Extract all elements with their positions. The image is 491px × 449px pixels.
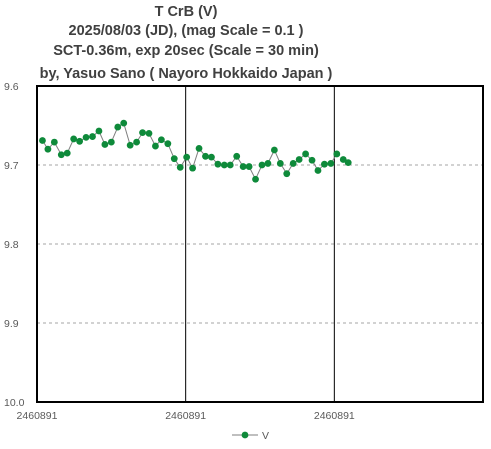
data-point [126, 141, 134, 149]
data-point [314, 167, 322, 174]
data-point [82, 133, 90, 141]
data-point [120, 119, 128, 127]
data-point [202, 152, 209, 160]
chart-title-line-2: 2025/08/03 (JD), (mag Scale = 0.1 ) [68, 23, 304, 39]
y-tick-label: 9.7 [4, 160, 19, 172]
data-point [170, 155, 178, 163]
data-point [270, 146, 278, 154]
data-point [39, 137, 46, 144]
x-tick-label: 2460891 [165, 410, 206, 422]
data-point [176, 163, 184, 171]
data-point [89, 133, 96, 140]
chart-title-line-4: by, Yasuo Sano ( Nayoro Hokkaido Japan ) [39, 66, 333, 82]
data-point [283, 170, 291, 178]
data-point [63, 149, 71, 157]
y-tick-label: 9.6 [4, 81, 19, 93]
data-point [295, 156, 303, 163]
data-point [333, 150, 341, 158]
data-point [214, 160, 222, 168]
data-point [339, 156, 347, 163]
data-point [208, 153, 215, 161]
legend-marker [241, 431, 249, 439]
y-tick-label: 9.8 [4, 239, 19, 251]
data-point [276, 160, 284, 167]
data-point [195, 145, 203, 152]
data-point [101, 141, 109, 148]
x-tick-label: 2460891 [17, 410, 58, 422]
data-point [164, 140, 172, 148]
data-point [327, 160, 335, 167]
data-point [157, 136, 165, 144]
data-point [183, 153, 191, 161]
chart-title-line-3: SCT-0.36m, exp 20sec (Scale = 30 min) [53, 43, 319, 59]
data-point [139, 129, 146, 137]
data-point [289, 160, 297, 167]
data-point [302, 150, 309, 158]
data-point [344, 159, 352, 167]
data-point [245, 163, 253, 170]
data-point [95, 127, 103, 135]
data-point [57, 151, 65, 159]
data-point [239, 163, 247, 170]
data-point [152, 142, 159, 150]
data-point [220, 161, 228, 169]
data-point [226, 161, 234, 169]
data-point [189, 164, 197, 172]
data-point [258, 161, 266, 169]
chart-title-line-1: T CrB (V) [154, 4, 218, 20]
y-tick-label: 10.0 [4, 397, 25, 409]
data-point [308, 156, 316, 164]
data-point [321, 160, 328, 168]
data-point [252, 175, 259, 183]
data-point [50, 138, 58, 146]
data-point [264, 160, 272, 167]
data-point [233, 152, 241, 160]
data-point [114, 123, 122, 131]
plot-area-border [36, 85, 484, 403]
data-point [70, 135, 78, 143]
data-point [133, 138, 141, 146]
data-point [145, 130, 153, 137]
data-point [76, 137, 84, 145]
series-line [42, 122, 338, 181]
data-point [44, 145, 52, 153]
x-tick-label: 2460891 [314, 410, 355, 422]
y-tick-label: 9.9 [4, 318, 19, 330]
legend-label: V [262, 430, 269, 442]
data-point [107, 138, 115, 146]
